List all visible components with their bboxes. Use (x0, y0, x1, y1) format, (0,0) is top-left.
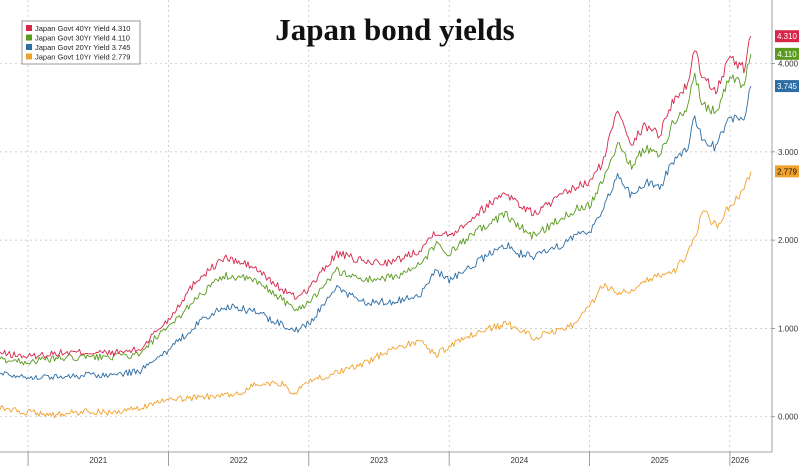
y-tick-label: 1.000 (778, 324, 799, 333)
legend-swatch (26, 53, 32, 60)
last-value-tag: 3.745 (775, 80, 799, 93)
last-value-tag-label: 4.310 (777, 32, 798, 41)
legend-entry: Japan Govt 20Yr Yield 3.745 (35, 43, 130, 52)
x-tick-label: 2021 (89, 456, 107, 465)
series-lines (0, 35, 752, 419)
legend-box (21, 20, 141, 65)
x-tick-label: 2024 (510, 456, 528, 465)
last-value-tag-bg (775, 30, 799, 43)
legend-swatch (26, 34, 32, 41)
legend-swatch (26, 25, 32, 31)
series-line (0, 171, 752, 419)
y-tick-label: 3.000 (778, 148, 799, 157)
last-value-tags: 4.310 4.110 3.745 2.779 (775, 30, 799, 178)
y-tick-label: 2.000 (778, 236, 799, 245)
series-line (0, 35, 752, 360)
x-tick-label: 2026 (731, 456, 749, 465)
last-value-tag-label: 2.779 (777, 167, 798, 176)
legend-entry: Japan Govt 10Yr Yield 2.779 (35, 53, 130, 62)
gridlines (0, 0, 772, 452)
last-value-tag-bg (775, 165, 799, 178)
x-tick-label: 2022 (230, 456, 248, 465)
last-value-tag-label: 3.745 (777, 82, 798, 91)
last-value-tag-bg (775, 47, 799, 60)
series-line (0, 53, 752, 366)
chart-title: Japan bond yields (275, 12, 515, 47)
x-tick-label: 2025 (651, 456, 669, 465)
y-tick-label: 4.000 (778, 60, 799, 69)
legend-entry: Japan Govt 30Yr Yield 4.110 (35, 34, 130, 43)
legend-swatch (26, 44, 32, 50)
legend-entry: Japan Govt 40Yr Yield 4.310 (35, 24, 130, 33)
last-value-tag: 2.779 (775, 165, 799, 178)
y-tick-label: 0.000 (778, 413, 799, 422)
series-line (0, 85, 752, 380)
last-value-tag-label: 4.110 (777, 50, 797, 59)
last-value-tag: 4.310 (775, 30, 799, 43)
x-tick-label: 2023 (370, 456, 388, 465)
last-value-tag: 4.110 (775, 47, 799, 60)
last-value-tag-bg (775, 80, 799, 93)
